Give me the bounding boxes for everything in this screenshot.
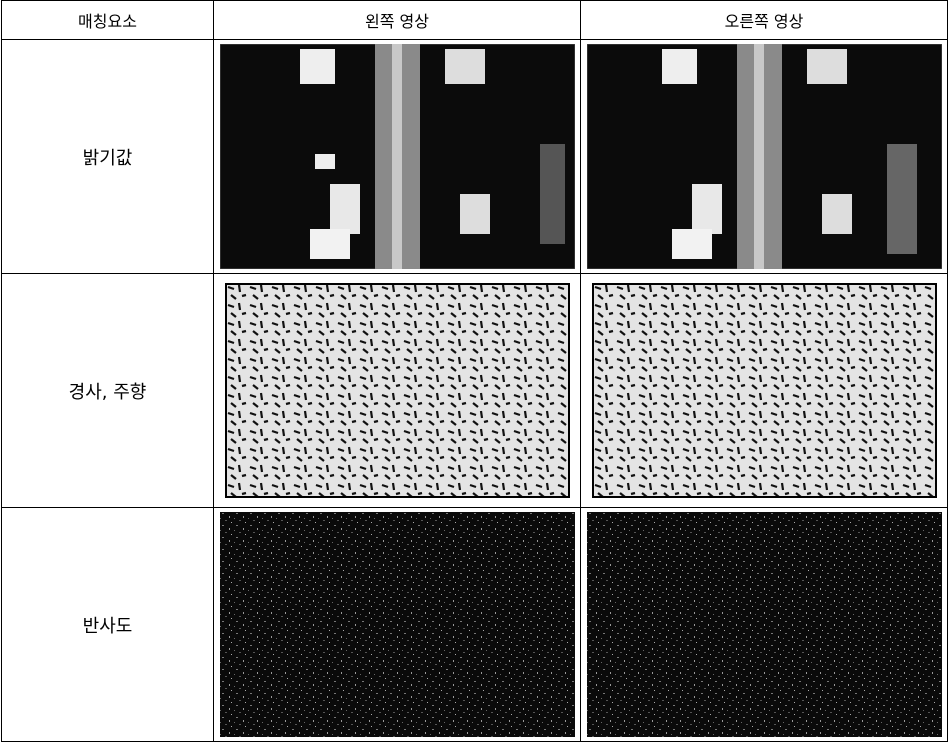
- image-cell: [214, 274, 581, 508]
- gradient-image-right: [592, 283, 937, 498]
- image-cell: [581, 508, 948, 742]
- reflectance-image-right: [587, 512, 942, 737]
- matching-table: 매칭요소 왼쪽 영상 오른쪽 영상 밝기값: [1, 0, 948, 742]
- header-row: 매칭요소 왼쪽 영상 오른쪽 영상: [2, 1, 948, 40]
- row: 경사, 주향: [2, 274, 948, 508]
- image-cell: [214, 40, 581, 274]
- brightness-image-right: [587, 44, 942, 269]
- row-label: 반사도: [2, 508, 214, 742]
- row-label: 밝기값: [2, 40, 214, 274]
- reflectance-image-left: [220, 512, 575, 737]
- header-cell: 매칭요소: [2, 1, 214, 40]
- row: 밝기값: [2, 40, 948, 274]
- page: {"table": {"header": ["매칭요소", "왼쪽 영상", "…: [0, 0, 948, 749]
- gradient-image-left: [225, 283, 570, 498]
- image-cell: [581, 274, 948, 508]
- row: 반사도: [2, 508, 948, 742]
- image-cell: [581, 40, 948, 274]
- row-label: 경사, 주향: [2, 274, 214, 508]
- image-cell: [214, 508, 581, 742]
- header-cell: 왼쪽 영상: [214, 1, 581, 40]
- header-cell: 오른쪽 영상: [581, 1, 948, 40]
- brightness-image-left: [220, 44, 575, 269]
